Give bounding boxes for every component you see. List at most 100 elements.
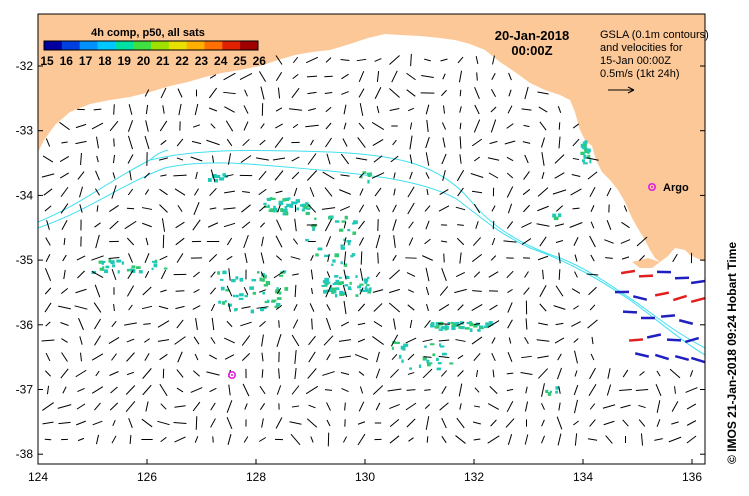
velocity-arrow xyxy=(569,222,583,228)
velocity-arrow xyxy=(558,122,561,130)
velocity-arrow xyxy=(492,220,495,230)
velocity-arrow xyxy=(474,86,480,100)
velocity-arrow xyxy=(376,105,380,114)
velocity-arrow xyxy=(607,368,611,379)
velocity-arrow xyxy=(144,172,150,179)
sst-pixel xyxy=(447,321,451,325)
velocity-arrow xyxy=(95,170,100,181)
velocity-arrow xyxy=(45,321,51,327)
sst-pixel xyxy=(324,254,329,258)
velocity-arrow xyxy=(41,173,55,178)
velocity-arrow xyxy=(127,135,134,150)
velocity-arrow xyxy=(210,303,216,312)
velocity-arrow xyxy=(686,403,697,410)
velocity-arrow xyxy=(603,420,615,426)
sst-pixel xyxy=(219,177,224,181)
velocity-arrow xyxy=(244,252,248,264)
velocity-arrow xyxy=(389,55,400,65)
sst-pixel xyxy=(273,205,276,210)
velocity-arrow xyxy=(554,223,565,227)
velocity-arrow xyxy=(556,367,563,380)
strong-velocity-arrow xyxy=(646,333,662,339)
sst-pixel xyxy=(110,260,115,265)
gsla-legend: GSLA (0.1m contours) and velocities for … xyxy=(600,29,709,94)
velocity-arrow xyxy=(324,218,333,232)
velocity-arrow xyxy=(174,188,186,196)
sst-pixel xyxy=(335,287,340,291)
velocity-arrow xyxy=(79,336,83,345)
sst-pixel xyxy=(232,294,236,298)
velocity-arrow xyxy=(389,404,400,409)
credit-text: © IMOS 21-Jan-2018 09:24 Hobart Time xyxy=(725,242,739,464)
velocity-arrow xyxy=(77,171,85,180)
sst-pixel xyxy=(136,266,141,270)
sst-pixel xyxy=(587,148,591,153)
velocity-arrow xyxy=(574,433,578,446)
velocity-arrow xyxy=(211,317,215,331)
colorbar-swatch xyxy=(222,41,241,50)
velocity-arrow xyxy=(124,322,137,326)
velocity-arrow xyxy=(274,137,284,148)
velocity-arrow xyxy=(160,174,167,177)
velocity-arrow xyxy=(423,356,432,358)
velocity-arrow xyxy=(354,353,369,361)
velocity-arrow xyxy=(126,371,135,376)
velocity-arrow xyxy=(491,73,496,80)
velocity-arrow xyxy=(454,288,467,294)
sst-pixel xyxy=(108,259,112,263)
velocity-arrow xyxy=(426,304,429,311)
velocity-arrow xyxy=(377,252,379,264)
velocity-arrow xyxy=(408,437,414,442)
sst-pixel xyxy=(305,211,310,216)
sst-pixel xyxy=(334,293,338,298)
velocity-arrow xyxy=(523,124,530,128)
velocity-arrow xyxy=(459,154,462,164)
velocity-arrow xyxy=(425,152,430,166)
velocity-arrow xyxy=(209,287,217,295)
velocity-arrow xyxy=(127,120,134,132)
velocity-arrow xyxy=(623,205,628,212)
velocity-arrow xyxy=(255,157,270,161)
velocity-arrow xyxy=(160,403,167,410)
velocity-arrow xyxy=(160,139,167,146)
velocity-arrow xyxy=(225,174,234,177)
sst-patches xyxy=(91,140,592,396)
sst-pixel xyxy=(266,198,270,201)
sst-pixel xyxy=(306,204,311,208)
velocity-arrow xyxy=(459,252,462,264)
lon-tick-label: 128 xyxy=(246,470,266,484)
velocity-arrow xyxy=(424,205,431,212)
velocity-arrow xyxy=(258,71,267,82)
velocity-arrow xyxy=(178,103,182,116)
sst-pixel xyxy=(295,199,300,203)
velocity-arrow xyxy=(541,152,545,166)
sst-pixel xyxy=(338,228,344,232)
velocity-arrow xyxy=(277,204,281,213)
velocity-arrow xyxy=(557,353,562,361)
sst-pixel xyxy=(480,326,484,330)
velocity-arrow xyxy=(508,89,512,97)
velocity-arrow xyxy=(589,304,596,311)
velocity-arrow xyxy=(571,288,581,294)
sst-pixel xyxy=(466,321,471,325)
velocity-arrow xyxy=(241,335,251,346)
velocity-arrow xyxy=(574,254,578,262)
velocity-arrow xyxy=(63,237,66,246)
velocity-arrow xyxy=(226,320,233,328)
velocity-arrow xyxy=(291,405,300,408)
sst-pixel xyxy=(334,220,340,223)
sst-pixel xyxy=(207,178,212,182)
velocity-arrow xyxy=(210,271,216,278)
sst-pixel xyxy=(349,288,352,291)
sst-pixel xyxy=(163,267,168,270)
velocity-arrow xyxy=(128,304,133,311)
velocity-arrow xyxy=(74,305,88,310)
velocity-arrow xyxy=(558,386,561,394)
velocity-arrow xyxy=(541,419,545,427)
velocity-arrow xyxy=(228,303,231,312)
velocity-arrow xyxy=(91,386,104,394)
sst-pixel xyxy=(341,220,346,223)
velocity-arrow xyxy=(242,383,250,397)
sst-pixel xyxy=(273,210,276,213)
velocity-arrow xyxy=(489,386,498,394)
